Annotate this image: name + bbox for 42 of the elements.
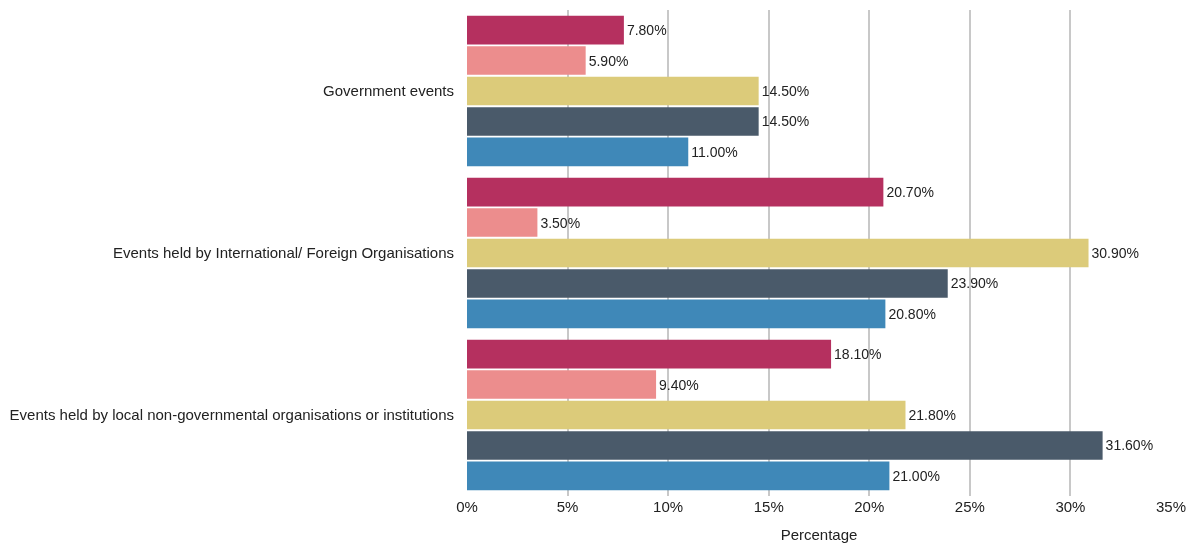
data-label: 14.50%: [761, 113, 810, 130]
bar: [467, 107, 759, 136]
bar: [467, 339, 832, 369]
bar: [467, 400, 906, 430]
data-label: 20.70%: [886, 184, 934, 201]
x-tick-label: 0%: [456, 498, 478, 515]
data-label: 30.90%: [1091, 245, 1140, 261]
bar: [467, 269, 948, 298]
data-label: 20.80%: [888, 305, 936, 322]
y-tick-label: Events held by International/ Foreign Organisations: [112, 244, 454, 262]
data-label: 3.50%: [540, 214, 581, 231]
data-label: 18.10%: [834, 346, 882, 363]
bar: [467, 208, 538, 237]
data-label: 5.90%: [588, 52, 629, 69]
bar: [467, 370, 657, 399]
x-tick-label: 25%: [954, 498, 985, 515]
data-label: 11.00%: [691, 143, 738, 160]
y-tick-label: Events held by local non-governmental organisations or institutions: [9, 406, 454, 424]
x-tick-label: 35%: [1155, 498, 1187, 515]
bar: [467, 15, 624, 45]
bar: [467, 76, 759, 106]
bar: [467, 238, 1089, 268]
data-label: 14.50%: [761, 83, 810, 99]
x-tick-label: 5%: [556, 498, 579, 515]
data-label: 9.40%: [659, 376, 699, 393]
data-label: 21.00%: [892, 467, 940, 484]
data-label: 23.90%: [950, 275, 999, 292]
bar: [467, 177, 884, 207]
bar: [467, 299, 886, 329]
x-tick-label: 15%: [753, 498, 784, 515]
bar: [467, 137, 689, 167]
data-label: 21.80%: [908, 407, 956, 423]
bar: [467, 431, 1103, 460]
bar: [467, 461, 890, 491]
data-label: 7.80%: [626, 22, 667, 39]
bar: [467, 46, 586, 75]
x-tick-label: 30%: [1055, 498, 1086, 515]
data-label: 31.60%: [1105, 437, 1154, 454]
x-tick-label: 20%: [854, 498, 885, 515]
x-tick-label: 10%: [653, 498, 684, 515]
x-axis-title: Percentage: [780, 526, 858, 543]
y-tick-label: Government events: [323, 82, 454, 100]
